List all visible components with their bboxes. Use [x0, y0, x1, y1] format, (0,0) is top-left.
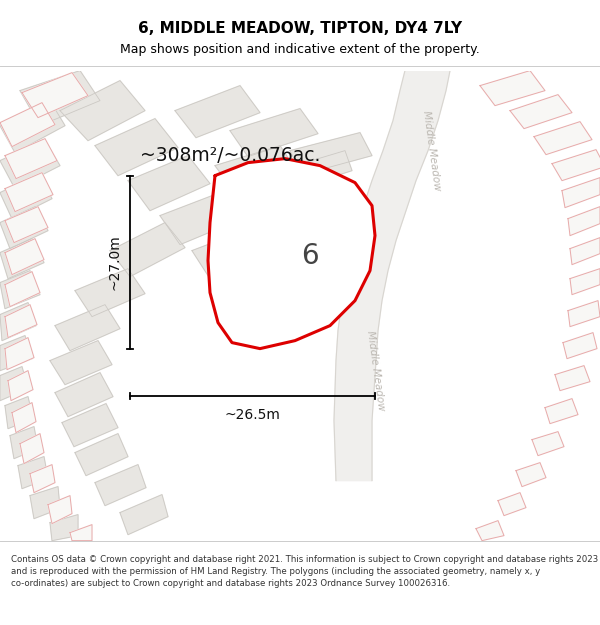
Polygon shape	[55, 372, 113, 417]
Polygon shape	[95, 464, 146, 506]
Polygon shape	[0, 302, 36, 341]
Text: ~26.5m: ~26.5m	[224, 408, 280, 422]
Polygon shape	[545, 399, 578, 424]
Polygon shape	[534, 122, 592, 154]
Polygon shape	[50, 341, 112, 384]
Polygon shape	[570, 238, 600, 264]
Polygon shape	[230, 109, 318, 157]
Polygon shape	[5, 139, 57, 179]
Text: ~27.0m: ~27.0m	[108, 234, 122, 290]
Polygon shape	[192, 229, 268, 279]
Polygon shape	[0, 207, 48, 249]
Polygon shape	[563, 332, 597, 359]
Polygon shape	[290, 132, 372, 174]
Polygon shape	[128, 156, 210, 211]
Polygon shape	[5, 173, 53, 212]
Polygon shape	[510, 94, 572, 129]
Polygon shape	[0, 367, 28, 401]
Polygon shape	[516, 462, 546, 487]
Polygon shape	[30, 464, 55, 492]
Text: Middle Meadow: Middle Meadow	[421, 110, 443, 191]
Polygon shape	[0, 101, 65, 152]
Polygon shape	[62, 404, 118, 447]
Polygon shape	[5, 338, 34, 369]
Text: Contains OS data © Crown copyright and database right 2021. This information is : Contains OS data © Crown copyright and d…	[11, 555, 598, 588]
Polygon shape	[570, 269, 600, 294]
Polygon shape	[476, 521, 504, 541]
Polygon shape	[498, 492, 526, 516]
Polygon shape	[75, 269, 145, 317]
Polygon shape	[0, 102, 55, 147]
Polygon shape	[250, 173, 328, 216]
Polygon shape	[555, 366, 590, 391]
Polygon shape	[552, 149, 600, 181]
Polygon shape	[95, 119, 178, 176]
Polygon shape	[70, 524, 92, 541]
Polygon shape	[12, 402, 36, 432]
Polygon shape	[10, 427, 38, 459]
Polygon shape	[20, 71, 100, 126]
Polygon shape	[568, 301, 600, 327]
Polygon shape	[295, 151, 352, 187]
Polygon shape	[48, 496, 72, 524]
Polygon shape	[215, 146, 295, 189]
Text: Map shows position and indicative extent of the property.: Map shows position and indicative extent…	[120, 43, 480, 56]
Polygon shape	[8, 371, 33, 401]
Polygon shape	[480, 71, 545, 106]
Polygon shape	[562, 177, 600, 208]
Polygon shape	[0, 336, 32, 371]
Polygon shape	[20, 434, 44, 464]
Text: ~308m²/~0.076ac.: ~308m²/~0.076ac.	[140, 146, 320, 165]
Polygon shape	[334, 71, 450, 481]
Polygon shape	[120, 494, 168, 534]
Polygon shape	[5, 239, 44, 274]
Polygon shape	[0, 141, 60, 189]
Polygon shape	[568, 207, 600, 236]
Polygon shape	[5, 207, 48, 242]
Polygon shape	[55, 304, 120, 351]
Polygon shape	[5, 397, 33, 429]
Polygon shape	[5, 304, 37, 338]
Polygon shape	[75, 434, 128, 476]
Text: 6, MIDDLE MEADOW, TIPTON, DY4 7LY: 6, MIDDLE MEADOW, TIPTON, DY4 7LY	[138, 21, 462, 36]
Polygon shape	[110, 222, 185, 277]
Polygon shape	[18, 457, 48, 489]
Polygon shape	[208, 159, 375, 349]
Polygon shape	[160, 192, 240, 244]
Text: 6: 6	[301, 242, 319, 269]
Polygon shape	[5, 272, 40, 307]
Polygon shape	[22, 72, 88, 118]
Polygon shape	[0, 239, 44, 279]
Polygon shape	[50, 514, 78, 541]
Polygon shape	[30, 487, 60, 519]
Polygon shape	[532, 432, 564, 456]
Polygon shape	[0, 174, 52, 219]
Text: Middle Meadow: Middle Meadow	[365, 330, 386, 411]
Polygon shape	[0, 271, 40, 309]
Polygon shape	[175, 86, 260, 138]
Polygon shape	[60, 81, 145, 141]
